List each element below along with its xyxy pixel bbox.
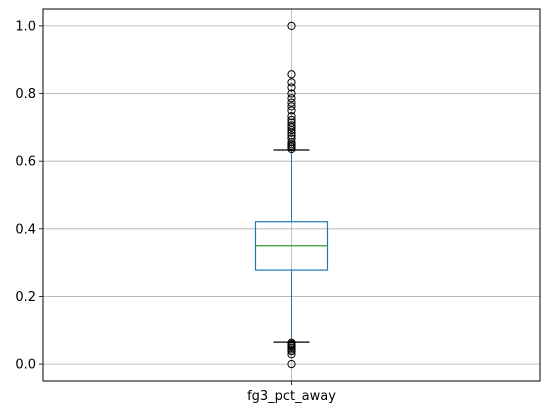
y-axis: 0.0 0.2 0.4 0.6 0.8 1.0: [15, 19, 43, 373]
y-tick-label: 1.0: [15, 19, 36, 34]
outlier-point: [287, 89, 296, 98]
y-tick-label: 0.2: [15, 290, 36, 305]
outlier-point: [287, 78, 296, 87]
outlier-point: [287, 112, 296, 121]
outlier-point: [287, 21, 296, 31]
y-tick-label: 0.8: [15, 87, 36, 102]
outlier-point: [287, 350, 296, 359]
box-series: [254, 21, 329, 369]
outlier-point: [287, 359, 296, 369]
outlier-point: [287, 70, 296, 79]
outlier-point: [287, 140, 296, 149]
outlier-point: [287, 115, 296, 125]
outlier-point: [287, 118, 296, 127]
outlier-point: [287, 338, 296, 347]
y-tick-label: 0.4: [15, 222, 36, 237]
x-tick-label: fg3_pct_away: [247, 389, 336, 404]
outlier-point: [287, 102, 296, 111]
outlier-point: [287, 106, 296, 115]
y-tick-label: 0.0: [15, 358, 36, 373]
outlier-point: [287, 98, 296, 107]
outlier-point: [287, 134, 296, 143]
outlier-point: [287, 121, 296, 130]
outlier-point: [287, 83, 296, 92]
outlier-point: [287, 131, 296, 140]
outlier-point: [287, 94, 296, 103]
y-tick-label: 0.6: [15, 155, 36, 170]
x-axis: fg3_pct_away: [247, 381, 336, 404]
